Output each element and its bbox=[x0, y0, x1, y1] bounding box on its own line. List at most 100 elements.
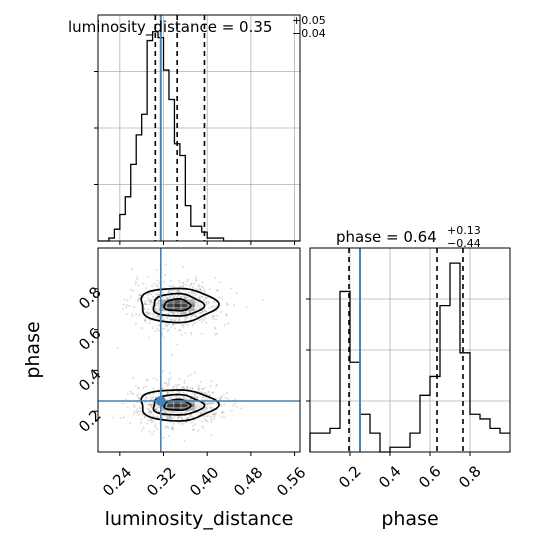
sample-point bbox=[166, 392, 169, 395]
sample-point bbox=[211, 391, 214, 394]
sample-point bbox=[197, 285, 200, 288]
sample-point bbox=[194, 276, 197, 279]
sample-point bbox=[166, 384, 169, 387]
sample-point bbox=[226, 303, 229, 306]
sample-point bbox=[211, 413, 214, 416]
sample-point bbox=[154, 330, 157, 333]
sample-point bbox=[194, 396, 197, 399]
sample-point bbox=[172, 386, 175, 389]
sample-point bbox=[145, 287, 148, 290]
sample-point bbox=[167, 416, 170, 419]
density-cell bbox=[174, 396, 181, 400]
sample-point bbox=[215, 304, 218, 307]
sample-point bbox=[166, 317, 169, 320]
title-upper-error: +0.13 bbox=[447, 224, 481, 237]
sample-point bbox=[219, 403, 222, 406]
sample-point bbox=[152, 398, 155, 401]
sample-point bbox=[162, 280, 165, 283]
sample-point bbox=[192, 282, 195, 285]
sample-point bbox=[172, 416, 175, 419]
density-cell bbox=[167, 403, 174, 408]
sample-point bbox=[212, 417, 215, 420]
sample-point bbox=[172, 312, 175, 315]
sample-point bbox=[176, 415, 179, 418]
sample-point bbox=[148, 408, 151, 411]
sample-point bbox=[196, 315, 199, 318]
sample-point bbox=[178, 318, 181, 321]
density-cell bbox=[153, 303, 160, 308]
sample-point bbox=[200, 318, 203, 321]
sample-point bbox=[202, 396, 205, 399]
sample-point bbox=[156, 415, 159, 418]
x-tick-label: 0.40 bbox=[186, 463, 222, 499]
sample-point bbox=[132, 404, 135, 407]
sample-point bbox=[177, 392, 180, 395]
sample-point bbox=[134, 385, 137, 388]
sample-point bbox=[211, 391, 214, 394]
sample-point bbox=[197, 301, 200, 304]
sample-point bbox=[155, 428, 158, 431]
sample-point bbox=[212, 314, 215, 317]
sample-point bbox=[194, 393, 197, 396]
sample-point bbox=[210, 418, 213, 421]
sample-point bbox=[218, 296, 221, 299]
sample-point bbox=[221, 411, 224, 414]
sample-point bbox=[155, 269, 158, 272]
sample-point bbox=[151, 403, 154, 406]
sample-point bbox=[183, 439, 186, 442]
sample-point bbox=[203, 387, 206, 390]
sample-point bbox=[143, 415, 146, 418]
sample-point bbox=[166, 426, 169, 429]
sample-point bbox=[155, 308, 158, 311]
sample-point bbox=[154, 308, 157, 311]
sample-point bbox=[193, 314, 196, 317]
sample-point bbox=[224, 396, 227, 399]
sample-point bbox=[130, 268, 133, 271]
sample-point bbox=[181, 313, 184, 316]
sample-point bbox=[169, 377, 172, 380]
sample-point bbox=[172, 428, 175, 431]
sample-point bbox=[203, 409, 206, 412]
sample-point bbox=[214, 327, 217, 330]
y-tick-label: 0.2 bbox=[75, 406, 105, 436]
density-cell bbox=[160, 303, 167, 308]
sample-point bbox=[177, 289, 180, 292]
sample-point bbox=[177, 290, 180, 293]
sample-point bbox=[149, 396, 152, 399]
sample-point bbox=[180, 422, 183, 425]
sample-point bbox=[209, 415, 212, 418]
title-upper-error: +0.05 bbox=[292, 14, 326, 27]
sample-point bbox=[223, 403, 226, 406]
sample-point bbox=[133, 405, 136, 408]
sample-point bbox=[200, 332, 203, 335]
sample-point bbox=[199, 380, 202, 383]
sample-point bbox=[198, 319, 201, 322]
sample-point bbox=[190, 331, 193, 334]
sample-point bbox=[194, 292, 197, 295]
sample-point bbox=[185, 283, 188, 286]
sample-point bbox=[199, 411, 202, 414]
title-lower-error: −0.04 bbox=[292, 27, 326, 40]
sample-point bbox=[172, 311, 175, 314]
sample-point bbox=[204, 309, 207, 312]
sample-point bbox=[208, 391, 211, 394]
sample-point bbox=[182, 326, 185, 329]
density-cell bbox=[153, 403, 160, 408]
sample-point bbox=[184, 397, 187, 400]
sample-point bbox=[175, 317, 178, 320]
sample-point bbox=[157, 287, 160, 290]
sample-point bbox=[165, 411, 168, 414]
density-cell bbox=[160, 299, 167, 304]
sample-point bbox=[147, 403, 150, 406]
sample-point bbox=[137, 299, 140, 302]
sample-point bbox=[170, 416, 173, 419]
density-cell bbox=[195, 303, 202, 308]
sample-point bbox=[183, 294, 186, 297]
sample-point bbox=[147, 411, 150, 414]
x-axis-label-luminosity-distance: luminosity_distance bbox=[105, 508, 294, 530]
sample-point bbox=[138, 410, 141, 413]
sample-point bbox=[161, 327, 164, 330]
sample-point bbox=[146, 311, 149, 314]
sample-point bbox=[149, 312, 152, 315]
sample-point bbox=[126, 304, 129, 307]
